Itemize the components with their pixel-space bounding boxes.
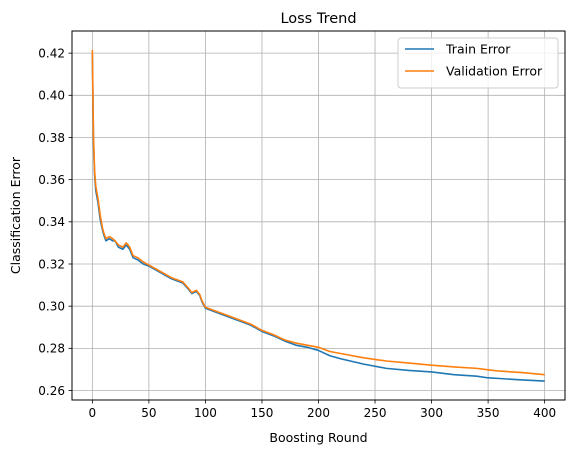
legend-label-train-error: Train Error [445,42,511,57]
y-tick-label: 0.38 [38,131,65,145]
y-tick-label: 0.28 [38,342,65,356]
y-tick-label: 0.34 [38,215,65,229]
x-tick-label: 150 [251,406,274,420]
legend: Train Error Validation Error [397,37,559,89]
x-axis-title: Boosting Round [269,430,367,445]
legend-box [397,37,559,89]
x-tick-label: 50 [141,406,156,420]
chart-title: Loss Trend [280,11,356,27]
y-tick-label: 0.30 [38,299,65,313]
grid [72,31,565,400]
x-tick-label: 200 [307,406,330,420]
x-tick-label: 300 [420,406,443,420]
series-lines [91,49,545,382]
legend-label-validation-error: Validation Error [446,64,543,79]
y-tick-label: 0.36 [38,173,65,187]
y-tick-label: 0.42 [38,46,65,60]
axis-ticks: 0 50 100 150 200 250 300 350 400 0.26 0.28 0.30 0.32… [38,46,556,420]
x-tick-label: 0 [89,406,97,420]
y-tick-label: 0.40 [38,89,65,103]
y-tick-label: 0.26 [38,384,65,398]
x-tick-label: 400 [533,406,556,420]
y-tick-label: 0.32 [38,257,65,271]
x-tick-label: 100 [194,406,217,420]
y-axis-title: Classification Error [8,156,23,274]
x-tick-label: 250 [364,406,387,420]
validation-error-line [91,49,545,376]
x-tick-label: 350 [477,406,500,420]
